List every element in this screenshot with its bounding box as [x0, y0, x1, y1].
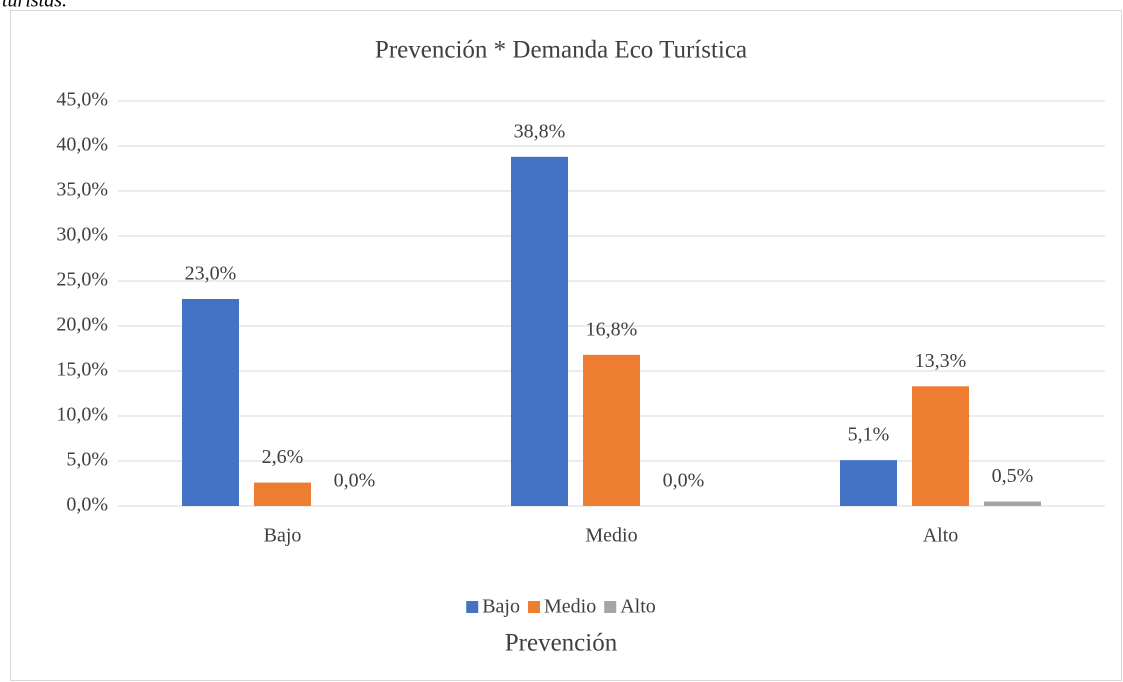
data-label: 0,5%: [992, 465, 1034, 487]
x-tick-label: Alto: [923, 525, 959, 547]
y-tick-label: 0,0%: [66, 494, 108, 516]
bar: [182, 299, 239, 506]
y-tick-label: 15,0%: [56, 359, 108, 381]
y-tick-label: 30,0%: [56, 224, 108, 246]
y-tick-label: 45,0%: [56, 89, 108, 111]
data-label: 5,1%: [848, 424, 890, 446]
bar: [984, 501, 1041, 506]
legend-label: Bajo: [482, 596, 520, 618]
x-tick-label: Medio: [585, 525, 637, 547]
data-label: 16,8%: [586, 318, 638, 340]
chart-title: Prevención * Demanda Eco Turística: [375, 37, 747, 64]
data-label: 23,0%: [185, 263, 237, 285]
data-label: 2,6%: [262, 446, 304, 468]
legend-swatch: [604, 601, 617, 613]
legend-label: Alto: [620, 596, 656, 618]
bar: [583, 354, 640, 506]
y-tick-label: 35,0%: [56, 179, 108, 201]
data-label: 0,0%: [663, 470, 705, 492]
data-label: 0,0%: [334, 470, 376, 492]
x-axis-title: Prevención: [505, 630, 618, 657]
x-tick-label: Bajo: [264, 525, 302, 547]
bar: [912, 386, 969, 506]
legend-swatch: [466, 601, 479, 613]
data-label: 38,8%: [514, 120, 566, 142]
y-tick-label: 5,0%: [66, 449, 108, 471]
legend-swatch: [528, 601, 540, 613]
caption: turistas.: [2, 0, 67, 12]
bar: [511, 156, 568, 507]
legend-label: Medio: [544, 596, 596, 618]
y-tick-label: 10,0%: [56, 404, 108, 426]
data-label: 13,3%: [915, 350, 967, 372]
bar: [840, 460, 897, 506]
bar: [254, 482, 311, 506]
y-tick-label: 40,0%: [56, 134, 108, 156]
y-tick-label: 25,0%: [56, 269, 108, 291]
y-tick-label: 20,0%: [56, 314, 108, 336]
